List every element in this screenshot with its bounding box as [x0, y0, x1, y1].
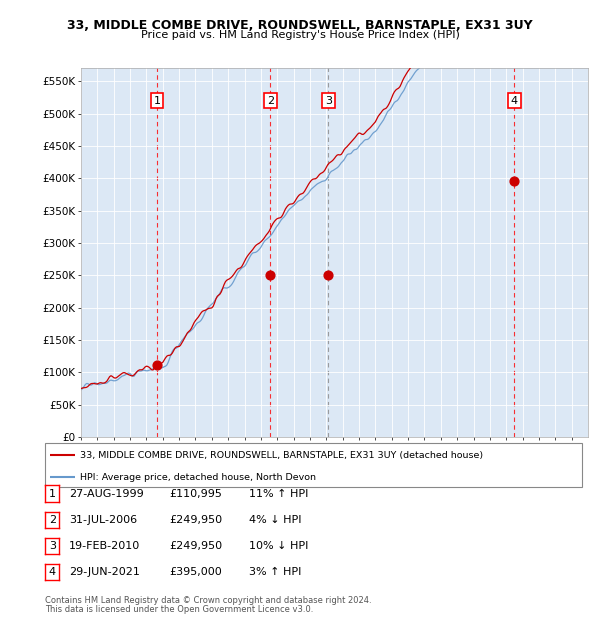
- Point: [266, 270, 275, 280]
- Text: 27-AUG-1999: 27-AUG-1999: [69, 489, 144, 498]
- Point: [323, 270, 333, 280]
- Text: 10% ↓ HPI: 10% ↓ HPI: [249, 541, 308, 551]
- Text: 33, MIDDLE COMBE DRIVE, ROUNDSWELL, BARNSTAPLE, EX31 3UY (detached house): 33, MIDDLE COMBE DRIVE, ROUNDSWELL, BARN…: [80, 451, 483, 460]
- Text: HPI: Average price, detached house, North Devon: HPI: Average price, detached house, Nort…: [80, 472, 316, 482]
- Point: [152, 360, 162, 370]
- Text: 1: 1: [49, 489, 56, 498]
- Text: 29-JUN-2021: 29-JUN-2021: [69, 567, 140, 577]
- Text: £395,000: £395,000: [169, 567, 222, 577]
- Text: 4: 4: [511, 95, 518, 105]
- Text: This data is licensed under the Open Government Licence v3.0.: This data is licensed under the Open Gov…: [45, 604, 313, 614]
- Text: 31-JUL-2006: 31-JUL-2006: [69, 515, 137, 525]
- Text: £110,995: £110,995: [169, 489, 222, 498]
- Text: 2: 2: [267, 95, 274, 105]
- Text: 3: 3: [325, 95, 332, 105]
- Text: 4: 4: [49, 567, 56, 577]
- Point: [509, 177, 519, 187]
- FancyBboxPatch shape: [45, 443, 582, 487]
- Text: 19-FEB-2010: 19-FEB-2010: [69, 541, 140, 551]
- Text: 3: 3: [49, 541, 56, 551]
- Text: Price paid vs. HM Land Registry's House Price Index (HPI): Price paid vs. HM Land Registry's House …: [140, 30, 460, 40]
- Text: Contains HM Land Registry data © Crown copyright and database right 2024.: Contains HM Land Registry data © Crown c…: [45, 596, 371, 605]
- Text: 11% ↑ HPI: 11% ↑ HPI: [249, 489, 308, 498]
- Text: 3% ↑ HPI: 3% ↑ HPI: [249, 567, 301, 577]
- Text: £249,950: £249,950: [169, 541, 222, 551]
- Text: £249,950: £249,950: [169, 515, 222, 525]
- Text: 2: 2: [49, 515, 56, 525]
- Text: 1: 1: [154, 95, 161, 105]
- Text: 4% ↓ HPI: 4% ↓ HPI: [249, 515, 302, 525]
- Text: 33, MIDDLE COMBE DRIVE, ROUNDSWELL, BARNSTAPLE, EX31 3UY: 33, MIDDLE COMBE DRIVE, ROUNDSWELL, BARN…: [67, 19, 533, 32]
